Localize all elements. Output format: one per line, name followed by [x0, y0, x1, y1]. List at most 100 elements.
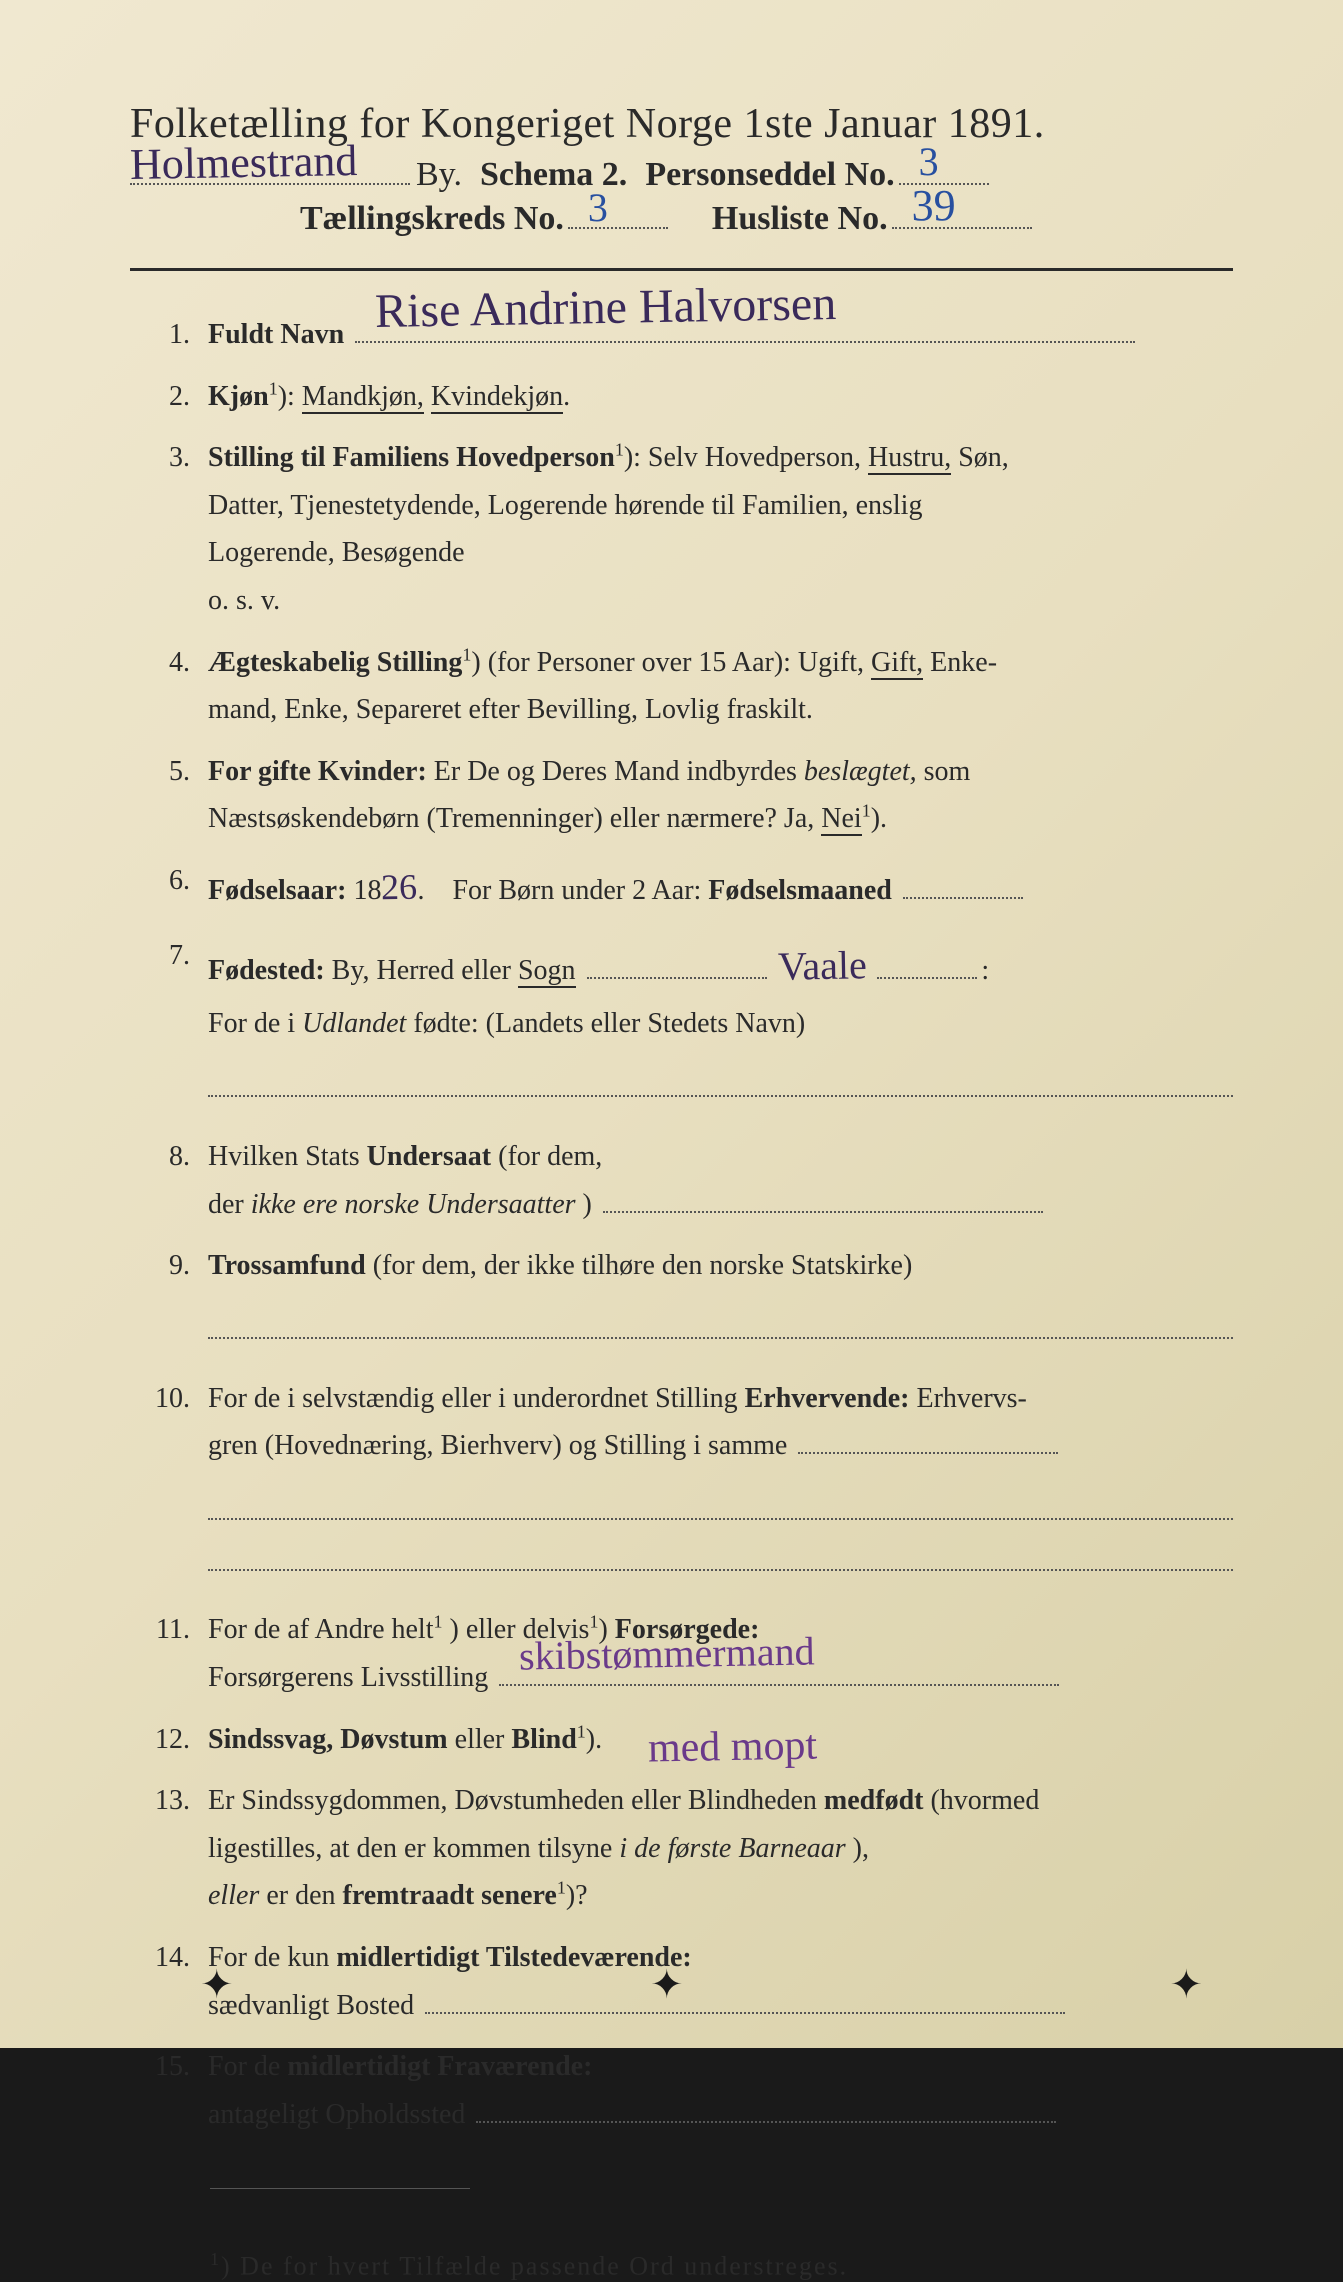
footer-text: De for hvert Tilfælde passende Ord under…: [240, 2252, 848, 2281]
item-7-label: Fødested:: [208, 955, 325, 986]
item-7-line2b: fødte: (Landets eller Stedets Navn): [413, 1008, 805, 1039]
husliste-label: Husliste No.: [712, 200, 888, 238]
punch-hole-1: ✦: [200, 1961, 234, 2008]
item-3-line2: Datter, Tjenestetydende, Logerende høren…: [208, 490, 922, 521]
husliste-no: 39: [912, 180, 956, 231]
item-6-rest: For Børn under 2 Aar:: [452, 875, 708, 906]
item-13-label: medfødt: [824, 1785, 924, 1816]
item-8-text2: (for dem,: [498, 1141, 602, 1172]
item-13-text: Er Sindssygdommen, Døvstumheden eller Bl…: [208, 1785, 824, 1816]
sup-1: 1: [269, 378, 278, 398]
sup-13: 1: [557, 1878, 566, 1898]
census-form-page: Folketælling for Kongeriget Norge 1ste J…: [0, 0, 1343, 2048]
item-3-num: 3.: [130, 434, 208, 482]
item-3-line1: Selv Hovedperson,: [648, 442, 868, 473]
footer-divider: [210, 2188, 470, 2189]
item-9: 9. Trossamfund (for dem, der ikke tilhør…: [130, 1242, 1233, 1290]
by-handwritten: Holmestrand: [130, 135, 358, 190]
item-12-num: 12.: [130, 1716, 208, 1764]
item-12: 12. Sindssvag, Døvstum eller Blind1). me…: [130, 1716, 1233, 1764]
item-11-num: 11.: [130, 1606, 208, 1654]
item-13: 13. Er Sindssygdommen, Døvstumheden elle…: [130, 1777, 1233, 1920]
item-6-label: Fødselsaar:: [208, 875, 346, 906]
item-9-label: Trossamfund: [208, 1250, 366, 1281]
item-4-underlined: Gift,: [871, 647, 923, 680]
item-6: 6. Fødselsaar: 1826. For Børn under 2 Aa…: [130, 857, 1233, 918]
item-10-blank1: [798, 1452, 1058, 1454]
punch-hole-3: ✦: [1169, 1961, 1203, 2008]
item-13-body: Er Sindssygdommen, Døvstumheden eller Bl…: [208, 1777, 1233, 1920]
item-12-body: Sindssvag, Døvstum eller Blind1). med mo…: [208, 1716, 1233, 1764]
item-1-label: Fuldt Navn: [208, 319, 344, 350]
item-8-blank: [603, 1211, 1043, 1213]
header-line-2: Holmestrand By. Schema 2. Personseddel N…: [130, 156, 1233, 194]
item-3-line3: Logerende, Besøgende: [208, 537, 465, 568]
item-10: 10. For de i selvstændig eller i underor…: [130, 1375, 1233, 1470]
item-15: 15. For de midlertidigt Fraværende: anta…: [130, 2043, 1233, 2138]
item-11-body: For de af Andre helt1 ) eller delvis1) F…: [208, 1606, 1233, 1701]
item-13-line3a: eller: [208, 1880, 259, 1911]
item-5-italic: beslægtet,: [804, 756, 917, 787]
item-7-num: 7.: [130, 932, 208, 980]
item-15-line2: antageligt Opholdssted: [208, 2099, 465, 2130]
item-11-value: skibstømmermand: [519, 1617, 816, 1690]
item-8-body: Hvilken Stats Undersaat (for dem, der ik…: [208, 1133, 1233, 1228]
item-3-line1-end: Søn,: [958, 442, 1009, 473]
item-10-cont: [208, 1484, 1233, 1586]
item-9-cont: [208, 1304, 1233, 1355]
item-2-label: Kjøn: [208, 381, 269, 412]
item-15-label: midlertidigt Fraværende:: [287, 2051, 592, 2082]
item-7-italic: Udlandet: [302, 1008, 406, 1039]
item-5-body: For gifte Kvinder: Er De og Deres Mand i…: [208, 748, 1233, 843]
item-3-body: Stilling til Familiens Hovedperson1): Se…: [208, 434, 1233, 624]
item-7-value: Vaale: [777, 931, 867, 1001]
by-label: By.: [416, 156, 462, 194]
item-10-text2: Erhvervs-: [916, 1383, 1026, 1414]
item-13-num: 13.: [130, 1777, 208, 1825]
item-14-label: midlertidigt Tilstedeværende:: [336, 1942, 691, 1973]
item-7: 7. Fødested: By, Herred eller Sogn Vaale…: [130, 932, 1233, 1048]
taellingskreds-no: 3: [588, 184, 608, 231]
item-10-blank3: [208, 1535, 1233, 1571]
item-12-text: eller: [455, 1724, 512, 1755]
item-3-underlined: Hustru,: [868, 442, 951, 475]
item-3-label: Stilling til Familiens Hovedperson: [208, 442, 615, 473]
item-10-line2: gren (Hovednæring, Bierhverv) og Stillin…: [208, 1430, 787, 1461]
item-8-text: Hvilken Stats: [208, 1141, 367, 1172]
item-6-field: [903, 869, 1023, 899]
item-5-underlined: Nei: [821, 803, 861, 836]
item-10-body: For de i selvstændig eller i underordnet…: [208, 1375, 1233, 1470]
item-3-line4: o. s. v.: [208, 585, 280, 616]
item-2: 2. Kjøn1): Mandkjøn, Kvindekjøn.: [130, 373, 1233, 421]
item-4: 4. Ægteskabelig Stilling1) (for Personer…: [130, 639, 1233, 734]
taellingskreds-field: 3: [568, 227, 668, 229]
item-8-label: Undersaat: [367, 1141, 491, 1172]
item-15-body: For de midlertidigt Fraværende: antageli…: [208, 2043, 1233, 2138]
item-7-dots2: [877, 977, 977, 979]
item-3: 3. Stilling til Familiens Hovedperson1):…: [130, 434, 1233, 624]
item-12-label: Sindssvag, Døvstum: [208, 1724, 448, 1755]
item-5-text2: som: [924, 756, 971, 787]
personseddel-no: 3: [919, 138, 939, 185]
item-4-body: Ægteskabelig Stilling1) (for Personer ov…: [208, 639, 1233, 734]
item-8-num: 8.: [130, 1133, 208, 1181]
item-12-value: med mopt: [647, 1710, 817, 1784]
item-1-value: Rise Andrine Halvorsen: [374, 263, 837, 353]
item-5-text: Er De og Deres Mand indbyrdes: [434, 756, 804, 787]
item-6-num: 6.: [130, 857, 208, 905]
item-5-line2a: Næstsøskendebørn (Tremenninger) eller næ…: [208, 803, 821, 834]
item-9-num: 9.: [130, 1242, 208, 1290]
item-4-paren: (for Personer over 15 Aar): Ugift,: [488, 647, 871, 678]
item-4-line2: mand, Enke, Separeret efter Bevilling, L…: [208, 694, 813, 725]
item-6-prefix: 18: [353, 875, 381, 906]
item-8-line2: der: [208, 1189, 251, 1220]
item-7-text: By, Herred eller: [332, 955, 518, 986]
item-6-year: 26: [381, 857, 418, 919]
item-13-line3b: er den: [266, 1880, 342, 1911]
item-8-line2b: ): [583, 1189, 592, 1220]
item-9-blank: [208, 1304, 1233, 1340]
item-11-field: skibstømmermand: [499, 1684, 1059, 1686]
item-7-underlined: Sogn: [518, 955, 576, 988]
item-13-italic: i de første Barneaar: [619, 1833, 845, 1864]
husliste-field: 39: [892, 227, 1032, 229]
